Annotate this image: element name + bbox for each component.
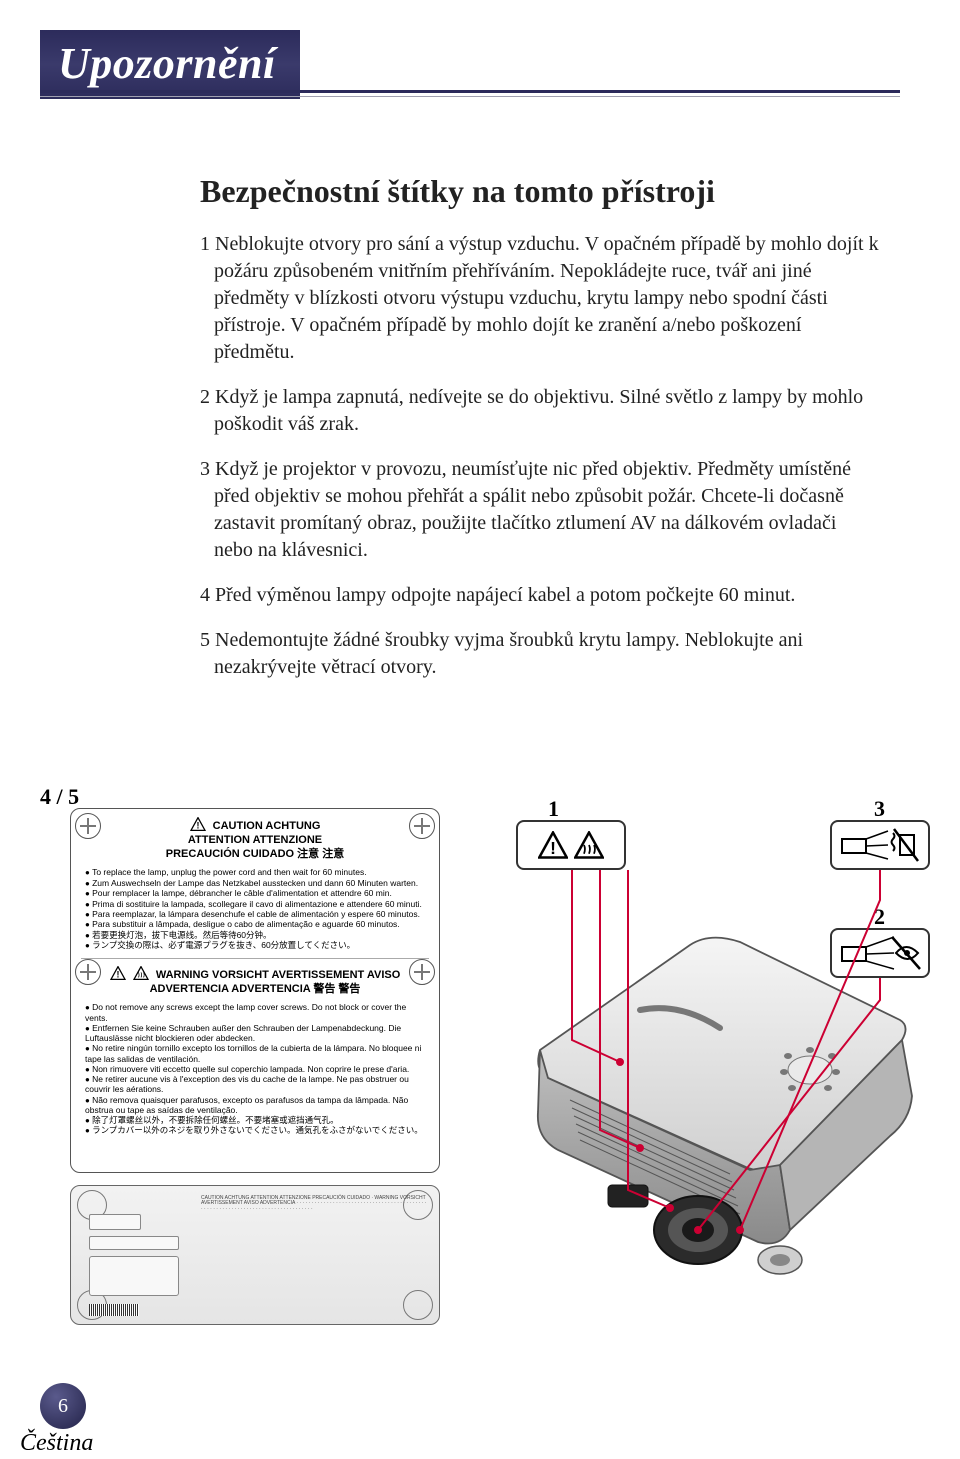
caution-line: Para reemplazar, la lámpara desenchufe e… [85,909,425,919]
chapter-title: Upozornění [58,39,276,88]
warning-body: Do not remove any screws except the lamp… [77,1000,433,1140]
warning-line: Ne retirer aucune vis à l'exception des … [85,1074,425,1094]
section-heading: Bezpečnostní štítky na tomto přístroji [200,170,880,213]
caution-line: To replace the lamp, unplug the power co… [85,867,425,877]
warning-line: No retire ningún tornillo excepto los to… [85,1043,425,1063]
warning-triangle-icon: ! [110,966,126,980]
lamp-cover-panel [89,1256,179,1296]
safety-item-4: 4 Před výměnou lampy odpojte napájecí ka… [200,582,880,609]
device-underside-figure: CAUTION ACHTUNG ATTENTION ATTENZIONE PRE… [70,1185,440,1325]
warning-line: ランプカバー以外のネジを取り外さないでください。通気孔をふさがないでください。 [85,1125,425,1135]
projector-svg [480,800,940,1320]
vent-panel [89,1236,179,1250]
warning-header-text: WARNING VORSICHT AVERTISSEMENT AVISO ADV… [150,969,401,995]
caution-line: ランプ交換の際は、必ず電源プラグを抜き、60分放置してください。 [85,940,425,950]
safety-item-5: 5 Nedemontujte žádné šroubky vyjma šroub… [200,627,880,681]
page-number-badge: 6 [40,1383,86,1429]
warning-line: Do not remove any screws except the lamp… [85,1002,425,1022]
warning-triangle-icon: ! [190,817,206,831]
warning-line: Não remova quaisquer parafusos, excepto … [85,1095,425,1115]
content-column: Bezpečnostní štítky na tomto přístroji 1… [200,170,880,681]
projector-figure: 1 3 2 ! [480,800,940,1330]
safety-item-1: 1 Neblokujte otvory pro sání a výstup vz… [200,231,880,366]
underside-fine-print: CAUTION ACHTUNG ATTENTION ATTENZIONE PRE… [201,1196,429,1212]
svg-text:!: ! [116,969,119,979]
caution-line: Zum Auswechseln der Lampe das Netzkabel … [85,878,425,888]
chapter-title-box: Upozornění [40,30,300,99]
warning-label-plate: ! CAUTION ACHTUNG ATTENTION ATTENZIONE P… [70,808,440,1173]
caution-line: Prima di sostituire la lampada, scollega… [85,899,425,909]
screw-icon [409,959,435,985]
barcode-icon [89,1304,139,1316]
language-label: Čeština [20,1430,93,1457]
warning-line: Entfernen Sie keine Schrauben außer den … [85,1023,425,1043]
header-band: Upozornění [40,30,900,120]
header-rule [40,90,900,93]
caution-body: To replace the lamp, unplug the power co… [77,865,433,955]
warning-line: 除了灯罩螺丝以外，不要拆除任何螺丝。不要堵塞或遮挡通气孔。 [85,1115,425,1125]
safety-item-3: 3 Když je projektor v provozu, neumísťuj… [200,456,880,564]
warning-header: ! WARNING VORSICHT AVERTISSEMENT AVISO A… [77,962,433,1001]
foot-icon [403,1290,433,1320]
caution-line: Para substituir a lâmpada, desligue o ca… [85,919,425,929]
warning-line: Non rimuovere viti eccetto quelle sul co… [85,1064,425,1074]
screw-icon [75,813,101,839]
small-panel [89,1214,141,1230]
caution-line: 若要更换灯泡，拔下电源线。然后等待60分钟。 [85,930,425,940]
figures-area: ! CAUTION ACHTUNG ATTENTION ATTENZIONE P… [40,800,920,1330]
screw-icon [75,959,101,985]
hot-surface-icon [133,966,149,980]
screw-icon [409,813,435,839]
separator [81,958,429,959]
safety-item-2: 2 Když je lampa zapnutá, nedívejte se do… [200,384,880,438]
page-number: 6 [58,1395,68,1418]
caution-line: Pour remplacer la lampe, débrancher le c… [85,888,425,898]
caution-header: ! CAUTION ACHTUNG ATTENTION ATTENZIONE P… [77,815,433,865]
svg-text:!: ! [196,820,199,830]
